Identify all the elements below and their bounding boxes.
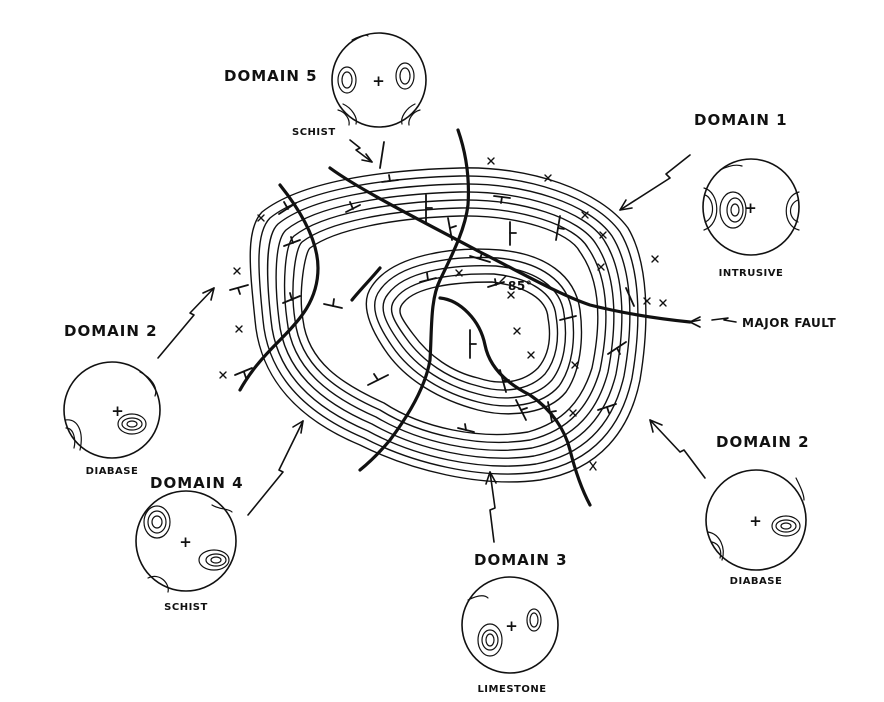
stereonet-center-domain5: + [372, 72, 386, 90]
stereonet-center-domain4: + [179, 533, 193, 551]
domain5-rock: SCHIST [292, 127, 336, 138]
dip-annotation: 85° [499, 275, 532, 293]
stereonet-domain2-left [63, 361, 161, 459]
stereonet-domain5 [331, 32, 427, 128]
domain5-label: DOMAIN 5 [224, 67, 318, 85]
major-fault-label: MAJOR FAULT [742, 316, 836, 330]
domain2-left-label: DOMAIN 2 [64, 322, 158, 340]
stereonet-domain1 [702, 158, 800, 256]
domain3-label: DOMAIN 3 [474, 551, 568, 569]
domain2-right-label: DOMAIN 2 [716, 433, 810, 451]
domain-arrows [157, 139, 706, 543]
domain1-rock: INTRUSIVE [719, 268, 784, 279]
domain2-right-rock: DIABASE [730, 576, 783, 587]
joint-x-marks [219, 157, 667, 471]
stereonet-center-domain2-left: + [111, 402, 125, 420]
domain3-rock: LIMESTONE [477, 684, 546, 695]
major-fault-callout: MAJOR FAULT [689, 316, 836, 330]
stereonet-domain4 [135, 490, 237, 593]
stereonet-center-domain2-right: + [749, 512, 763, 530]
domain4-rock: SCHIST [164, 602, 208, 613]
domain4-label: DOMAIN 4 [150, 474, 244, 492]
domain2-left-rock: DIABASE [86, 466, 139, 477]
domain-labels: DOMAIN 5 SCHIST DOMAIN 1 INTRUSIVE DOMAI… [64, 67, 810, 695]
fault-lines [238, 128, 692, 507]
stereonet-domain3 [461, 576, 559, 674]
strike-dip-symbols [229, 141, 635, 433]
dip-label: 85° [508, 279, 532, 293]
fold-outcrop-bands [249, 167, 647, 483]
domain1-label: DOMAIN 1 [694, 111, 788, 129]
stereonet-center-domain1: + [744, 199, 758, 217]
stereonet-domain2-right [705, 469, 807, 571]
stereonet-center-domain3: + [505, 617, 519, 635]
